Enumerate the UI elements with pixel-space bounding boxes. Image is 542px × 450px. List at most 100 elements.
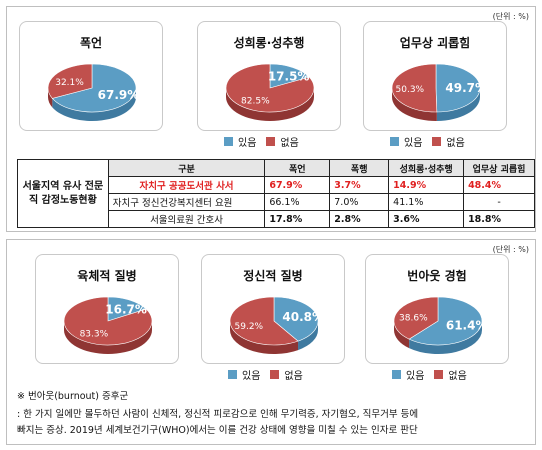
- legend-swatch-no: [432, 137, 442, 146]
- pie-side-yes: [409, 321, 482, 354]
- note-line-1: : 한 가지 일에만 몰두하던 사람이 신체적, 정신적 피로감으로 인해 무기…: [17, 409, 419, 420]
- pie-title: 성희롱·성추행: [233, 36, 305, 50]
- pie-side-no: [230, 321, 299, 354]
- pie-side-no: [392, 88, 437, 121]
- table-cell: 14.9%: [388, 176, 465, 194]
- pie-side-no: [226, 88, 314, 121]
- pie-slice-yes: [408, 296, 483, 346]
- pie-slice-no: [393, 296, 439, 340]
- legend-item-no: 없음: [270, 367, 303, 382]
- pie-slice-no: [229, 296, 299, 346]
- legend-swatch-yes: [224, 137, 233, 146]
- pie-slice-yes: [51, 63, 137, 113]
- table-cell: 18.8%: [463, 210, 535, 228]
- pie-card-sexual-harassment: 성희롱·성추행 17.5% 82.5% 있음 없음: [197, 21, 341, 149]
- pie-data-label-no: 32.1%: [55, 78, 84, 88]
- pie-data-label-yes: 67.9%: [98, 88, 140, 102]
- pie-data-label-no: 59.2%: [235, 322, 264, 332]
- pie-slice-yes: [435, 63, 481, 113]
- pie-card-physical-illness: 육체적 질병 16.7% 83.3%: [35, 254, 179, 364]
- pie-data-label-yes: 61.4%: [446, 319, 488, 333]
- pie-side-yes: [436, 88, 480, 121]
- legend-label-yes: 있음: [242, 371, 261, 382]
- legend-swatch-yes: [390, 137, 399, 146]
- legend: 있음 없음: [392, 367, 467, 382]
- table-cell: 66.1%: [264, 193, 331, 211]
- pie-chart-verbal-abuse: 67.9% 32.1%: [47, 63, 140, 121]
- legend-item-yes: 있음: [390, 134, 422, 149]
- pie-slice-no: [391, 63, 438, 113]
- pie-side-no: [64, 321, 152, 354]
- pie-slice-no: [225, 63, 315, 113]
- table-cell: 48.4%: [463, 176, 535, 194]
- legend-swatch-no: [434, 370, 444, 379]
- note-title: ※ 번아웃(burnout) 증후군: [17, 391, 129, 402]
- table-col-header: 폭행: [329, 159, 390, 177]
- table-col-header: 성희롱·성추행: [388, 159, 465, 177]
- legend-label-no: 없음: [280, 138, 299, 149]
- unit-label-bottom: (단위 : %): [492, 245, 529, 254]
- pie-title: 업무상 괴롭힘: [399, 36, 471, 50]
- emotional-labor-table: 서울지역 유사 전문직 감정노동현황 구분 폭언 폭행 성희롱·성추행 업무상 …: [17, 159, 535, 228]
- legend-swatch-no: [270, 370, 280, 379]
- table-row: 자치구 공공도서관 사서 67.9% 3.7% 14.9% 48.4%: [18, 176, 535, 194]
- table-col-header: 폭언: [264, 159, 331, 177]
- legend: 있음 없음: [228, 367, 303, 382]
- pie-data-label-no: 83.3%: [80, 329, 109, 339]
- pie-card-workplace-bullying: 업무상 괴롭힘 49.7% 50.3% 있음 없음: [363, 21, 507, 149]
- pie-title: 육체적 질병: [77, 269, 137, 283]
- legend-swatch-yes: [392, 370, 401, 379]
- legend-label-no: 없음: [446, 138, 465, 149]
- table-cell: -: [463, 193, 535, 211]
- legend-label-no: 없음: [448, 371, 467, 382]
- table-cell: 3.7%: [329, 176, 390, 194]
- legend: 있음 없음: [390, 134, 465, 149]
- pie-data-label-yes: 40.8%: [282, 310, 324, 324]
- table-cell: 서울의료원 간호사: [107, 210, 266, 228]
- top-panel: (단위 : %) 폭언 67.9% 32.1% 성희롱·성추행 17.5% 82.5…: [6, 6, 536, 232]
- legend-item-no: 없음: [434, 367, 467, 382]
- table-cell: 자치구 정신건강복지센터 요원: [107, 193, 266, 211]
- pie-data-label-yes: 16.7%: [105, 303, 147, 317]
- legend-label-no: 없음: [284, 371, 303, 382]
- pie-side-yes: [298, 321, 318, 351]
- pie-chart-sexual-harassment: 17.5% 82.5%: [225, 63, 315, 121]
- pie-data-label-no: 82.5%: [241, 96, 270, 106]
- legend-item-no: 없음: [432, 134, 465, 149]
- pie-data-label-no: 50.3%: [396, 85, 425, 95]
- pie-chart-workplace-bullying: 49.7% 50.3%: [391, 63, 487, 121]
- pie-card-mental-illness: 정신적 질병 40.8% 59.2% 있음 없음: [201, 254, 345, 382]
- table-cell: 41.1%: [388, 193, 465, 211]
- legend-item-no: 없음: [266, 134, 299, 149]
- table-cell: 17.8%: [264, 210, 331, 228]
- legend-item-yes: 있음: [224, 134, 256, 149]
- legend-swatch-no: [266, 137, 276, 146]
- table-header-row: 서울지역 유사 전문직 감정노동현황 구분 폭언 폭행 성희롱·성추행 업무상 …: [17, 159, 535, 228]
- legend: 있음 없음: [224, 134, 299, 149]
- pie-card-verbal-abuse: 폭언 67.9% 32.1%: [19, 21, 163, 131]
- table-col-header: 업무상 괴롭힘: [463, 159, 535, 177]
- bottom-panel: (단위 : %) 육체적 질병 16.7% 83.3% 정신적 질병 40.8% 5…: [6, 239, 536, 445]
- pie-slice-no: [47, 63, 93, 99]
- table-cell: 7.0%: [329, 193, 390, 211]
- legend-label-yes: 있음: [406, 371, 425, 382]
- pie-chart-physical-illness: 16.7% 83.3%: [63, 296, 153, 354]
- table-cell: 자치구 공공도서관 사서: [107, 176, 266, 194]
- pie-card-burnout: 번아웃 경험 61.4% 38.6% 있음 없음: [365, 254, 509, 382]
- pie-title: 정신적 질병: [243, 269, 303, 283]
- pie-title: 번아웃 경험: [407, 269, 467, 283]
- pie-slice-no: [63, 296, 153, 346]
- pie-data-label-no: 38.6%: [399, 313, 428, 323]
- legend-swatch-yes: [228, 370, 237, 379]
- legend-item-yes: 있음: [228, 367, 260, 382]
- pie-side-yes: [52, 88, 136, 121]
- table-row-header: 서울지역 유사 전문직 감정노동현황: [17, 159, 109, 228]
- legend-label-yes: 있음: [238, 138, 257, 149]
- pie-title: 폭언: [79, 36, 103, 50]
- pie-chart-burnout: 61.4% 38.6%: [393, 296, 488, 354]
- legend-label-yes: 있음: [404, 138, 423, 149]
- unit-label-top: (단위 : %): [492, 12, 529, 21]
- legend-item-yes: 있음: [392, 367, 424, 382]
- table-cell: 67.9%: [264, 176, 331, 194]
- note-line-2: 빠지는 증상. 2019년 세계보건기구(WHO)에서는 이를 건강 상태에 영…: [17, 425, 418, 436]
